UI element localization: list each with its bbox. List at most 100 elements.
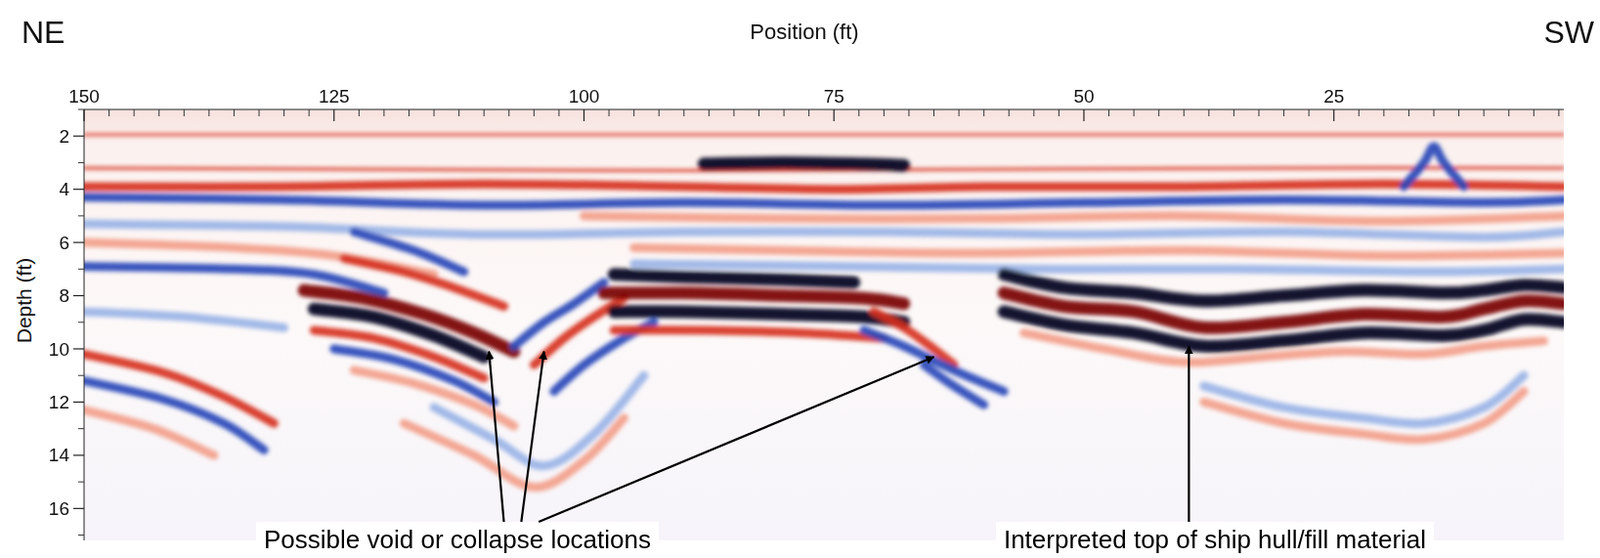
- x-minor-tick: [1233, 109, 1235, 117]
- reflector: [403, 418, 624, 488]
- x-minor-tick: [1508, 109, 1510, 117]
- y-tick: [73, 242, 85, 244]
- x-minor-tick: [433, 109, 435, 117]
- y-minor-tick: [78, 109, 85, 111]
- chart: 150125100755025246810121416Position (ft)…: [0, 0, 1600, 558]
- x-minor-tick: [208, 109, 210, 117]
- reflector: [84, 132, 1564, 136]
- y-minor-tick: [78, 162, 85, 164]
- y-tick-label: 14: [48, 444, 71, 466]
- corner-label: NE: [21, 14, 65, 50]
- x-minor-tick: [1108, 109, 1110, 117]
- x-tick: [833, 109, 835, 122]
- x-minor-tick: [733, 109, 735, 117]
- annotation-arrow: [538, 356, 934, 522]
- reflector: [353, 370, 515, 427]
- annotation: Interpreted top of ship hull/fill materi…: [995, 521, 1434, 558]
- plot-background: [84, 109, 1564, 541]
- x-minor-tick: [283, 109, 285, 117]
- x-minor-tick: [508, 109, 510, 117]
- reflector: [84, 183, 1564, 189]
- reflector-group: [84, 134, 1564, 488]
- x-minor-tick: [1158, 109, 1160, 117]
- x-tick: [333, 109, 335, 122]
- x-minor-tick: [783, 109, 785, 117]
- y-tick-label: 2: [58, 126, 70, 147]
- x-minor-tick: [1483, 109, 1485, 117]
- x-minor-tick: [358, 109, 360, 117]
- annotation-arrow: [488, 351, 504, 522]
- y-tick: [73, 188, 85, 190]
- x-minor-tick: [1308, 109, 1310, 117]
- x-minor-tick: [383, 109, 385, 117]
- reflector: [613, 274, 855, 283]
- x-minor-tick: [933, 109, 935, 117]
- x-minor-tick: [483, 109, 485, 117]
- reflector: [604, 293, 905, 304]
- x-tick-label: 50: [1073, 86, 1094, 107]
- x-minor-tick: [533, 109, 535, 117]
- x-minor-tick: [408, 109, 410, 117]
- reflectors: [84, 134, 1564, 488]
- x-tick-label: 25: [1323, 86, 1344, 107]
- x-minor-tick: [1533, 109, 1535, 117]
- y-tick-label: 16: [48, 498, 70, 519]
- y-tick-label: 6: [58, 232, 70, 254]
- x-minor-tick: [808, 109, 810, 117]
- x-minor-tick: [958, 109, 960, 117]
- x-minor-tick: [233, 109, 235, 117]
- x-minor-tick: [1133, 109, 1135, 117]
- x-minor-tick: [558, 109, 560, 117]
- x-minor-tick: [758, 109, 760, 117]
- reflector: [84, 223, 1564, 238]
- annotation-arrow: [1187, 345, 1190, 522]
- x-axis-title: Position (ft): [749, 19, 859, 44]
- x-tick-label: 125: [318, 86, 350, 107]
- reflector: [1403, 146, 1464, 187]
- x-tick-label: 100: [568, 86, 601, 107]
- x-minor-tick: [883, 109, 885, 117]
- x-minor-tick: [1283, 109, 1285, 117]
- reflector: [1024, 333, 1545, 363]
- annotation: Possible void or collapse locations: [256, 521, 659, 558]
- x-tick-label: 150: [68, 86, 100, 107]
- y-tick: [73, 135, 85, 137]
- x-minor-tick: [608, 109, 610, 117]
- x-minor-tick: [133, 109, 135, 117]
- x-minor-tick: [158, 109, 160, 117]
- annotation-text: Interpreted top of ship hull/fill materi…: [1003, 524, 1427, 555]
- y-tick: [73, 347, 85, 349]
- y-minor-tick: [78, 215, 85, 217]
- x-minor-tick: [1358, 109, 1360, 117]
- reflector: [1204, 391, 1524, 440]
- x-minor-tick: [1458, 109, 1460, 117]
- x-minor-tick: [983, 109, 985, 117]
- x-tick: [1082, 109, 1084, 122]
- x-minor-tick: [908, 109, 909, 117]
- y-minor-tick: [78, 321, 85, 323]
- x-minor-tick: [633, 109, 635, 117]
- reflector: [84, 410, 215, 456]
- reflector: [613, 311, 905, 323]
- reflector: [84, 197, 1564, 206]
- reflector: [1003, 311, 1564, 347]
- y-minor-tick: [78, 428, 85, 430]
- y-axis-line: [84, 109, 86, 541]
- y-minor-tick: [78, 268, 85, 270]
- y-tick-label: 10: [48, 339, 70, 360]
- x-tick-label: 75: [823, 86, 845, 107]
- x-minor-tick: [1257, 109, 1259, 117]
- reflector: [634, 263, 1564, 272]
- x-minor-tick: [1383, 109, 1384, 117]
- x-minor-tick: [1058, 109, 1060, 117]
- x-minor-tick: [1008, 109, 1010, 117]
- annotation-text: Possible void or collapse locations: [263, 524, 651, 555]
- x-minor-tick: [183, 109, 185, 117]
- reflector: [864, 330, 1004, 392]
- x-minor-tick: [683, 109, 685, 117]
- y-tick: [73, 508, 85, 510]
- y-tick: [73, 295, 85, 297]
- y-minor-tick: [78, 481, 85, 483]
- x-minor-tick: [1408, 109, 1410, 117]
- reflector: [583, 216, 1564, 221]
